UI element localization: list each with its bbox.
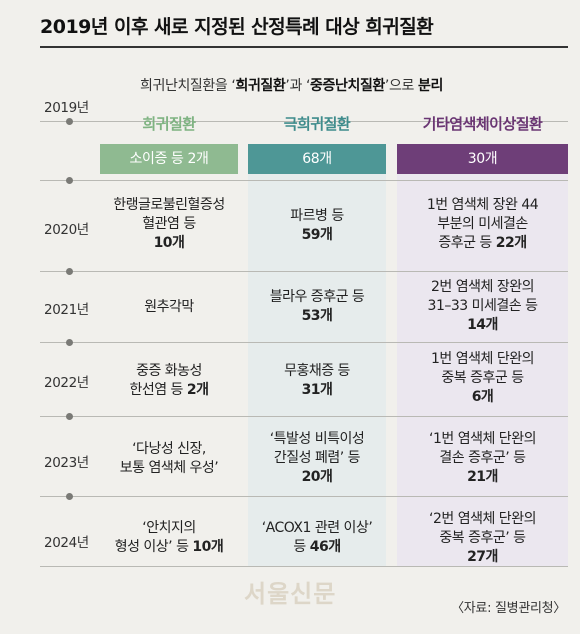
cell-count: 53개: [301, 308, 333, 324]
column-head-rare: 희귀질환: [142, 115, 196, 133]
cell-line: 1번 염색체 장완 44: [426, 197, 539, 213]
bottom-divider: [40, 566, 568, 567]
cell-rare-2022: 중증 화농성 한선염 등 2개: [100, 362, 238, 400]
cell-count: 31개: [301, 382, 333, 398]
cell-count: 6개: [471, 389, 494, 405]
cell-line: ‘안치지의: [142, 520, 196, 536]
base-year-divider: [40, 121, 568, 122]
subtitle-term-severe: 중증난치질환: [310, 78, 385, 94]
cell-chromosome-2022: 1번 염색체 단완의 중복 증후군 등 6개: [397, 350, 568, 407]
cell-count: 27개: [467, 549, 498, 565]
cell-ultra-rare-2020: 파르병 등 59개: [248, 207, 386, 245]
row-divider: [40, 271, 568, 272]
cell-line: 결손 증후군’ 등: [439, 450, 526, 466]
base-year-label: 2019년: [44, 100, 89, 116]
subtitle-post: ’으로: [384, 78, 418, 94]
timeline-dot: [66, 268, 73, 275]
row-divider: [40, 416, 568, 417]
page-title: 2019년 이후 새로 지정된 산정특례 대상 희귀질환: [40, 16, 434, 38]
watermark-logo: 서울신문: [244, 580, 337, 608]
cell-count: 21개: [467, 469, 498, 485]
cell-line: 간질성 폐렴’ 등: [273, 450, 361, 466]
cell-count: 59개: [301, 227, 333, 243]
cell-ultra-rare-2021: 블라우 증후군 등 53개: [248, 288, 386, 326]
cell-line: 중복 증후군 등: [441, 370, 524, 386]
cell-count: 22개: [495, 235, 527, 251]
cell-line: 형성 이상’ 등: [114, 539, 193, 555]
cell-ultra-rare-2024: ‘ACOX1 관련 이상’ 등 46개: [248, 519, 386, 557]
cell-line: 한랭글로불린혈증성: [113, 197, 225, 213]
cell-chromosome-2020: 1번 염색체 장완 44 부분의 미세결손 증후군 등 22개: [397, 196, 568, 253]
cell-line: 보통 염색체 우성’: [119, 460, 219, 476]
cell-line: 파르병 등: [290, 208, 344, 224]
count-bar-chromosome: 30개: [397, 144, 568, 174]
cell-line: ‘2번 염색체 단완의: [429, 511, 536, 527]
cell-rare-2021: 원추각막: [100, 298, 238, 317]
timeline-dot: [66, 177, 73, 184]
cell-line: 한선염 등: [129, 382, 187, 398]
cell-chromosome-2021: 2번 염색체 장완의 31–33 미세결손 등 14개: [397, 278, 568, 335]
source-note: 〈자료: 질병관리청〉: [451, 601, 566, 616]
column-head-ultra-rare: 극희귀질환: [283, 115, 351, 133]
timeline-dot: [66, 493, 73, 500]
cell-line: 부분의 미세결손: [437, 216, 528, 232]
timeline-dot: [66, 339, 73, 346]
cell-line: 등: [293, 539, 310, 555]
cell-chromosome-2023: ‘1번 염색체 단완의 결손 증후군’ 등 21개: [397, 430, 568, 487]
cell-line: 31–33 미세결손 등: [427, 298, 538, 314]
cell-line: ‘ACOX1 관련 이상’: [261, 520, 373, 536]
cell-line: 무홍채증 등: [284, 363, 350, 379]
cell-line: 중복 증후군’ 등: [439, 530, 526, 546]
cell-count: 46개: [309, 539, 341, 555]
cell-count: 2개: [186, 382, 209, 398]
cell-rare-2020: 한랭글로불린혈증성 혈관염 등 10개: [100, 196, 238, 253]
cell-line: 원추각막: [144, 299, 194, 315]
subtitle-pre: 희귀난치질환을 ‘: [140, 78, 236, 94]
subtitle-term-rare: 희귀질환: [235, 78, 286, 94]
column-head-chromosome: 기타염색체이상질환: [422, 115, 543, 133]
count-bar-rare: 소이증 등 2개: [100, 144, 238, 174]
cell-line: 2번 염색체 장완의: [431, 279, 534, 295]
year-label: 2020년: [44, 222, 89, 238]
cell-ultra-rare-2023: ‘특발성 비특이성 간질성 폐렴’ 등 20개: [248, 430, 386, 487]
year-label: 2024년: [44, 535, 89, 551]
timeline-dot: [66, 118, 73, 125]
cell-rare-2023: ‘다낭성 신장, 보통 염색체 우성’: [100, 440, 238, 478]
year-label: 2023년: [44, 455, 89, 471]
row-divider: [40, 180, 568, 181]
cell-ultra-rare-2022: 무홍채증 등 31개: [248, 362, 386, 400]
year-label: 2021년: [44, 302, 89, 318]
cell-line: ‘특발성 비특이성: [269, 431, 365, 447]
cell-chromosome-2024: ‘2번 염색체 단완의 중복 증후군’ 등 27개: [397, 510, 568, 567]
row-divider: [40, 496, 568, 497]
cell-rare-2024: ‘안치지의 형성 이상’ 등 10개: [100, 519, 238, 557]
cell-line: 혈관염 등: [142, 216, 196, 232]
cell-line: 1번 염색체 단완의: [431, 351, 534, 367]
cell-count: 10개: [192, 539, 224, 555]
cell-count: 14개: [467, 317, 498, 333]
subtitle-mid: ’과 ‘: [285, 78, 311, 94]
subtitle: 희귀난치질환을 ‘희귀질환’과 ‘중증난치질환’으로 분리: [140, 75, 443, 95]
title-divider: [40, 46, 568, 48]
cell-line: 증후군 등: [438, 235, 496, 251]
cell-line: 중증 화농성: [136, 363, 202, 379]
cell-count: 20개: [301, 469, 333, 485]
cell-count: 10개: [153, 235, 185, 251]
row-divider: [40, 342, 568, 343]
year-label: 2022년: [44, 375, 89, 391]
cell-line: ‘1번 염색체 단완의: [429, 431, 536, 447]
cell-line: ‘다낭성 신장,: [132, 441, 206, 457]
subtitle-end: 분리: [417, 78, 443, 94]
cell-line: 블라우 증후군 등: [269, 289, 365, 305]
timeline-dot: [66, 413, 73, 420]
count-bar-ultra-rare: 68개: [248, 144, 386, 174]
